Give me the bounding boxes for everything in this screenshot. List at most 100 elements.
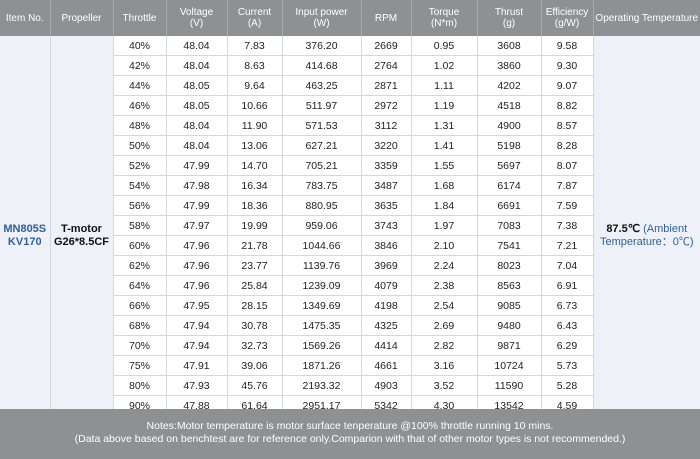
current-cell: 28.15: [227, 295, 283, 316]
torque-cell: 2.24: [411, 255, 478, 276]
thrust-cell: 8563: [477, 275, 542, 296]
rpm-cell: 4198: [361, 295, 412, 316]
throttle-cell: 56%: [113, 195, 167, 216]
current-cell: 19.99: [227, 215, 283, 236]
voltage-cell: 47.95: [166, 295, 228, 316]
current-cell: 14.70: [227, 155, 283, 176]
table-row: 66% 47.95 28.15 1349.69 4198 2.54 9085 6.73: [0, 295, 700, 316]
voltage-cell: 47.94: [166, 315, 228, 336]
current-cell: 45.76: [227, 375, 283, 396]
header-torque: Torque (N*m): [411, 0, 478, 36]
torque-cell: 1.97: [411, 215, 478, 236]
thrust-cell: 5697: [477, 155, 542, 176]
rpm-cell: 3220: [361, 135, 412, 156]
header-current: Current (A): [227, 0, 283, 36]
table-row: 42% 48.04 8.63 414.68 2764 1.02 3860 9.30: [0, 55, 700, 76]
torque-cell: 1.11: [411, 75, 478, 96]
efficiency-cell: 7.59: [541, 195, 594, 216]
header-efficiency: Efficiency (g/W): [541, 0, 594, 36]
current-cell: 9.64: [227, 75, 283, 96]
torque-cell: 2.10: [411, 235, 478, 256]
rpm-cell: 4325: [361, 315, 412, 336]
rpm-cell: 2972: [361, 95, 412, 116]
table-row: 56% 47.99 18.36 880.95 3635 1.84 6691 7.59: [0, 195, 700, 216]
voltage-cell: 47.98: [166, 175, 228, 196]
efficiency-cell: 8.28: [541, 135, 594, 156]
efficiency-cell: 8.07: [541, 155, 594, 176]
thrust-cell: 8023: [477, 255, 542, 276]
current-cell: 21.78: [227, 235, 283, 256]
voltage-cell: 48.04: [166, 55, 228, 76]
table-row: 75% 47.91 39.06 1871.26 4661 3.16 10724 5.73: [0, 355, 700, 376]
throttle-cell: 40%: [113, 36, 167, 56]
current-cell: 13.06: [227, 135, 283, 156]
table-row: 62% 47.96 23.77 1139.76 3969 2.24 8023 7.04: [0, 255, 700, 276]
throttle-cell: 50%: [113, 135, 167, 156]
torque-cell: 2.69: [411, 315, 478, 336]
efficiency-cell: 6.73: [541, 295, 594, 316]
input-power-cell: 511.97: [282, 95, 362, 116]
header-voltage: Voltage (V): [166, 0, 228, 36]
thrust-cell: 10724: [477, 355, 542, 376]
thrust-cell: 4518: [477, 95, 542, 116]
input-power-cell: 1871.26: [282, 355, 362, 376]
thrust-cell: 4900: [477, 115, 542, 136]
efficiency-cell: 7.38: [541, 215, 594, 236]
rpm-cell: 2871: [361, 75, 412, 96]
input-power-cell: 627.21: [282, 135, 362, 156]
voltage-cell: 47.97: [166, 215, 228, 236]
operating-temperature-cell: 87.5℃ (Ambient Temperature：0℃): [593, 36, 700, 436]
torque-cell: 1.41: [411, 135, 478, 156]
efficiency-cell: 5.73: [541, 355, 594, 376]
torque-cell: 1.84: [411, 195, 478, 216]
efficiency-cell: 6.91: [541, 275, 594, 296]
efficiency-cell: 8.57: [541, 115, 594, 136]
table-row: 68% 47.94 30.78 1475.35 4325 2.69 9480 6.43: [0, 315, 700, 336]
table-row: 64% 47.96 25.84 1239.09 4079 2.38 8563 6.91: [0, 275, 700, 296]
voltage-cell: 47.96: [166, 255, 228, 276]
table-row: 50% 48.04 13.06 627.21 3220 1.41 5198 8.28: [0, 135, 700, 156]
rpm-cell: 3112: [361, 115, 412, 136]
efficiency-cell: 9.30: [541, 55, 594, 76]
input-power-cell: 414.68: [282, 55, 362, 76]
rpm-cell: 3969: [361, 255, 412, 276]
throttle-cell: 70%: [113, 335, 167, 356]
throttle-cell: 75%: [113, 355, 167, 376]
table-row: 80% 47.93 45.76 2193.32 4903 3.52 11590 5.28: [0, 375, 700, 396]
voltage-cell: 48.04: [166, 135, 228, 156]
input-power-cell: 1569.26: [282, 335, 362, 356]
current-cell: 11.90: [227, 115, 283, 136]
efficiency-cell: 7.04: [541, 255, 594, 276]
current-cell: 10.66: [227, 95, 283, 116]
thrust-cell: 11590: [477, 375, 542, 396]
notes-line-2: (Data above based on benchtest are for r…: [74, 433, 626, 445]
efficiency-cell: 7.87: [541, 175, 594, 196]
throttle-cell: 64%: [113, 275, 167, 296]
throttle-cell: 80%: [113, 375, 167, 396]
efficiency-cell: 9.58: [541, 36, 594, 56]
thrust-cell: 7083: [477, 215, 542, 236]
header-propeller: Propeller: [50, 0, 114, 36]
performance-table: Item No. Propeller Throttle Voltage (V) C…: [0, 0, 700, 436]
input-power-cell: 1139.76: [282, 255, 362, 276]
input-power-cell: 1239.09: [282, 275, 362, 296]
current-cell: 18.36: [227, 195, 283, 216]
throttle-cell: 54%: [113, 175, 167, 196]
rpm-cell: 4079: [361, 275, 412, 296]
throttle-cell: 66%: [113, 295, 167, 316]
throttle-cell: 44%: [113, 75, 167, 96]
torque-cell: 1.02: [411, 55, 478, 76]
rpm-cell: 2764: [361, 55, 412, 76]
current-cell: 23.77: [227, 255, 283, 276]
table-row: 52% 47.99 14.70 705.21 3359 1.55 5697 8.07: [0, 155, 700, 176]
throttle-cell: 46%: [113, 95, 167, 116]
rpm-cell: 2669: [361, 36, 412, 56]
table-row: 54% 47.98 16.34 783.75 3487 1.68 6174 7.87: [0, 175, 700, 196]
torque-cell: 1.31: [411, 115, 478, 136]
rpm-cell: 4661: [361, 355, 412, 376]
input-power-cell: 783.75: [282, 175, 362, 196]
torque-cell: 3.16: [411, 355, 478, 376]
thrust-cell: 6691: [477, 195, 542, 216]
thrust-cell: 4202: [477, 75, 542, 96]
table-row: 44% 48.05 9.64 463.25 2871 1.11 4202 9.07: [0, 75, 700, 96]
